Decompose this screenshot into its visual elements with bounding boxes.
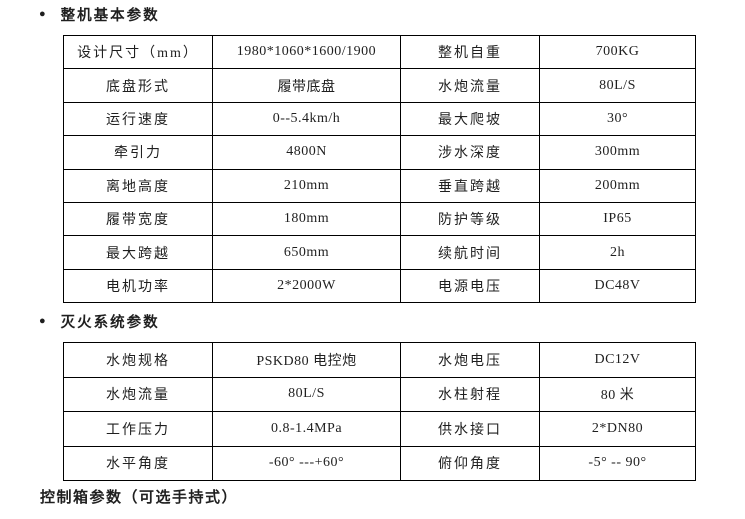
param-value-cell: DC48V: [539, 268, 696, 304]
table-row: 最大跨越 650mm 续航时间 2h: [63, 235, 696, 270]
param-label-cell: 运行速度: [63, 101, 213, 137]
param-label-cell: 最大跨越: [63, 235, 213, 270]
section-heading-machine-basic-params: ● 整机基本参数: [39, 4, 160, 25]
param-value-cell: 80 米: [539, 376, 696, 412]
param-label-cell: 供水接口: [400, 411, 540, 447]
param-label-cell: 设计尺寸（mm）: [63, 34, 213, 70]
param-value-cell: -60° ---+60°: [212, 445, 401, 481]
param-label-cell: 续航时间: [400, 235, 540, 270]
param-label-cell: 水炮流量: [63, 376, 213, 412]
param-value-cell: 200mm: [539, 168, 696, 203]
param-value-cell: DC12V: [539, 342, 696, 378]
param-value-cell: 1980*1060*1600/1900: [212, 34, 401, 70]
param-value-cell: -5° -- 90°: [539, 445, 696, 481]
table-row: 底盘形式 履带底盘 水炮流量 80L/S: [63, 68, 696, 103]
param-value-cell: IP65: [539, 201, 696, 237]
param-value-cell: 2*DN80: [539, 411, 696, 447]
table-row: 运行速度 0--5.4km/h 最大爬坡 30°: [63, 101, 696, 137]
param-value-cell: 0--5.4km/h: [212, 101, 401, 137]
param-value-cell: 650mm: [212, 235, 401, 270]
param-value-cell: 210mm: [212, 168, 401, 203]
param-label-cell: 最大爬坡: [400, 101, 540, 137]
param-value-cell: 履带底盘: [212, 68, 401, 103]
param-label-cell: 整机自重: [400, 34, 540, 70]
param-label-cell: 防护等级: [400, 201, 540, 237]
param-value-cell: 30°: [539, 101, 696, 137]
section-heading-fire-system-params: ● 灭火系统参数: [39, 311, 160, 332]
bullet-icon: ●: [39, 7, 46, 20]
table-row: 水平角度 -60° ---+60° 俯仰角度 -5° -- 90°: [63, 445, 696, 481]
param-label-cell: 离地高度: [63, 168, 213, 203]
param-value-cell: 80L/S: [539, 68, 696, 103]
bullet-icon: ●: [39, 314, 46, 327]
table-row: 水炮规格 PSKD80 电控炮 水炮电压 DC12V: [63, 342, 696, 378]
param-label-cell: 履带宽度: [63, 201, 213, 237]
param-label-cell: 俯仰角度: [400, 445, 540, 481]
table-row: 牵引力 4800N 涉水深度 300mm: [63, 135, 696, 170]
table-row: 设计尺寸（mm） 1980*1060*1600/1900 整机自重 700KG: [63, 34, 696, 70]
param-value-cell: 180mm: [212, 201, 401, 237]
table-body: 设计尺寸（mm） 1980*1060*1600/1900 整机自重 700KG 底盘形式…: [63, 34, 696, 304]
param-label-cell: 水炮规格: [63, 342, 213, 378]
param-value-cell: 0.8-1.4MPa: [212, 411, 401, 447]
param-label-cell: 电机功率: [63, 268, 213, 304]
param-label-cell: 水柱射程: [400, 376, 540, 412]
param-value-cell: PSKD80 电控炮: [212, 342, 401, 378]
param-value-cell: 300mm: [539, 135, 696, 170]
table-row: 离地高度 210mm 垂直跨越 200mm: [63, 168, 696, 203]
table-row: 履带宽度 180mm 防护等级 IP65: [63, 201, 696, 237]
param-value-cell: 700KG: [539, 34, 696, 70]
fire-system-params-table: 水炮规格 PSKD80 电控炮 水炮电压 DC12V 水炮流量 80L/S 水柱射程 80 米…: [63, 342, 696, 481]
param-label-cell: 涉水深度: [400, 135, 540, 170]
param-label-cell: 水炮电压: [400, 342, 540, 378]
table-body: 水炮规格 PSKD80 电控炮 水炮电压 DC12V 水炮流量 80L/S 水柱射程 80 米…: [63, 342, 696, 481]
machine-basic-params-table: 设计尺寸（mm） 1980*1060*1600/1900 整机自重 700KG 底盘形式…: [63, 34, 696, 304]
param-value-cell: 2*2000W: [212, 268, 401, 304]
param-value-cell: 80L/S: [212, 376, 401, 412]
control-box-params-heading: 控制箱参数（可选手持式）: [40, 490, 239, 506]
param-label-cell: 水平角度: [63, 445, 213, 481]
param-label-cell: 牵引力: [63, 135, 213, 170]
table-row: 工作压力 0.8-1.4MPa 供水接口 2*DN80: [63, 411, 696, 447]
param-label-cell: 电源电压: [400, 268, 540, 304]
param-label-cell: 工作压力: [63, 411, 213, 447]
table-row: 电机功率 2*2000W 电源电压 DC48V: [63, 268, 696, 304]
param-value-cell: 4800N: [212, 135, 401, 170]
param-label-cell: 水炮流量: [400, 68, 540, 103]
table-row: 水炮流量 80L/S 水柱射程 80 米: [63, 376, 696, 412]
section-title: 整机基本参数: [60, 8, 160, 24]
section-title: 灭火系统参数: [60, 315, 160, 331]
param-label-cell: 底盘形式: [63, 68, 213, 103]
param-label-cell: 垂直跨越: [400, 168, 540, 203]
param-value-cell: 2h: [539, 235, 696, 270]
